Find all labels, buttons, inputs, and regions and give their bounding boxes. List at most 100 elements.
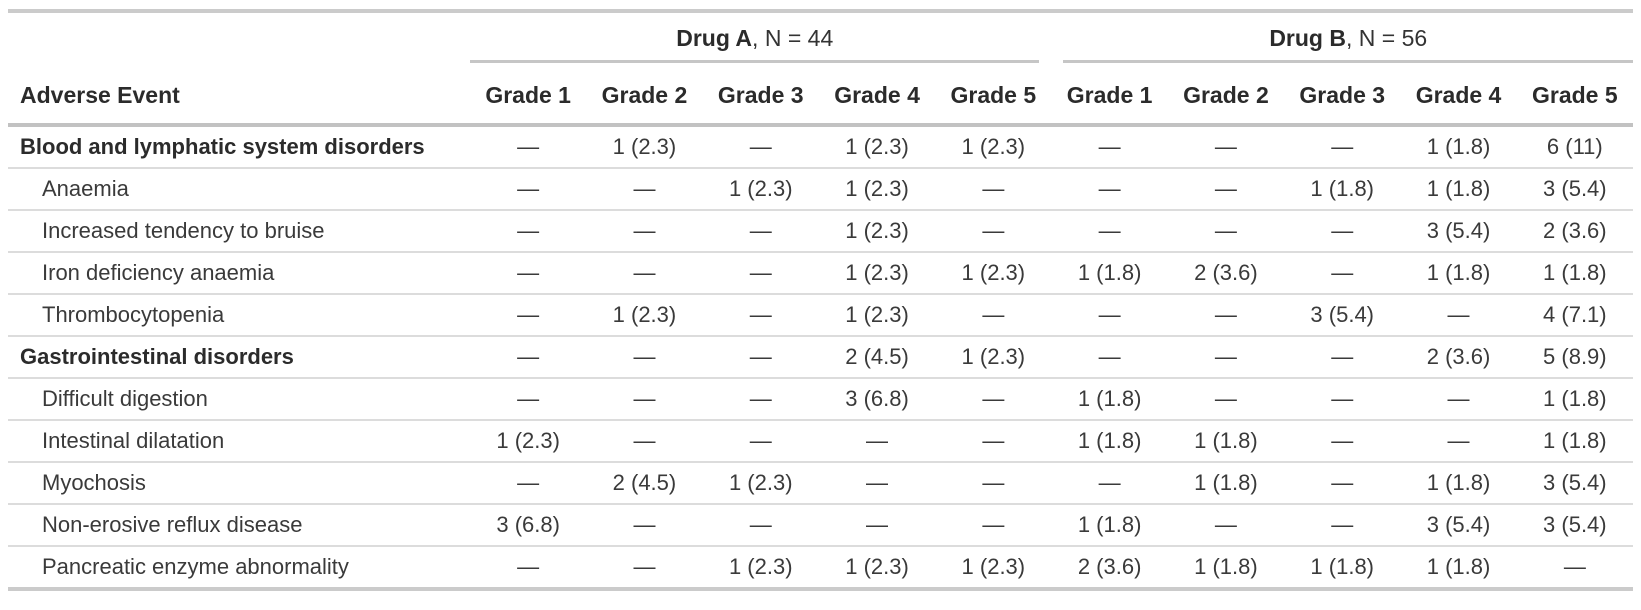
table-body: Blood and lymphatic system disorders — 1…	[8, 125, 1633, 590]
table-row: Intestinal dilatation 1 (2.3) — — — — 1 …	[8, 420, 1633, 463]
drug-b-grade-2-cell: 1 (1.8)	[1167, 462, 1285, 505]
drug-a-name: Drug A	[676, 25, 753, 51]
drug-b-grade-4-cell: 1 (1.8)	[1400, 546, 1517, 590]
drug-b-grade-5-cell: 5 (8.9)	[1516, 336, 1633, 379]
drug-a-grade-4-cell: 1 (2.3)	[818, 125, 936, 169]
drug-b-grade-1-cell: 1 (1.8)	[1051, 420, 1168, 463]
drug-b-grade-4-cell: —	[1400, 420, 1517, 463]
drug-a-spanner: Drug A, N = 44	[470, 11, 1051, 63]
drug-a-grade-2-cell: —	[586, 252, 703, 295]
drug-a-grade-5-cell: 1 (2.3)	[935, 336, 1052, 379]
drug-a-grade-3-cell: —	[702, 252, 819, 295]
drug-b-grade-1-cell: —	[1051, 294, 1168, 337]
adverse-event-column-header: Adverse Event	[8, 63, 470, 127]
drug-a-grade-1-cell: —	[470, 378, 587, 421]
drug-b-grade-1-cell: —	[1051, 168, 1168, 211]
drug-b-grade-1-cell: —	[1051, 210, 1168, 253]
drug-a-grade-4-cell: 1 (2.3)	[818, 252, 936, 295]
drug-a-grade-1-cell: —	[470, 125, 587, 169]
drug-a-grade-3-cell: —	[702, 420, 819, 463]
drug-b-grade-3-cell: —	[1284, 504, 1401, 547]
drug-b-spanner-label: Drug B, N = 56	[1063, 13, 1633, 63]
drug-a-grade-2-cell: —	[586, 378, 703, 421]
drug-b-grade-2-cell: —	[1167, 168, 1285, 211]
drug-a-grade-2-cell: 1 (2.3)	[586, 294, 703, 337]
table-row: Difficult digestion — — — 3 (6.8) — 1 (1…	[8, 378, 1633, 421]
drug-b-grade-4-cell: 1 (1.8)	[1400, 125, 1517, 169]
adverse-event-label: Blood and lymphatic system disorders	[8, 125, 470, 169]
table-row: Pancreatic enzyme abnormality — — 1 (2.3…	[8, 546, 1633, 590]
drug-b-grade-2-cell: 2 (3.6)	[1167, 252, 1285, 295]
drug-a-grade-1-cell: —	[470, 546, 587, 590]
table-row: Myochosis — 2 (4.5) 1 (2.3) — — — 1 (1.8…	[8, 462, 1633, 505]
drug-a-grade-5-cell: —	[935, 420, 1052, 463]
drug-b-grade-4-cell: 1 (1.8)	[1400, 168, 1517, 211]
column-labels-row: Adverse Event Grade 1 Grade 2 Grade 3 Gr…	[8, 63, 1633, 127]
drug-b-grade-5-cell: 2 (3.6)	[1516, 210, 1633, 253]
adverse-event-label: Gastrointestinal disorders	[8, 336, 470, 379]
drug-a-grade-1-cell: —	[470, 294, 587, 337]
drug-b-grade-4-cell: 2 (3.6)	[1400, 336, 1517, 379]
drug-b-grade-4-cell: 3 (5.4)	[1400, 210, 1517, 253]
drug-b-grade-3-header: Grade 3	[1284, 63, 1401, 127]
drug-b-grade-3-cell: —	[1284, 420, 1401, 463]
drug-b-grade-2-cell: —	[1167, 294, 1285, 337]
drug-b-grade-5-cell: 6 (11)	[1516, 125, 1633, 169]
drug-b-grade-2-cell: —	[1167, 336, 1285, 379]
drug-a-grade-4-cell: 1 (2.3)	[818, 546, 936, 590]
table-row: Non-erosive reflux disease 3 (6.8) — — —…	[8, 504, 1633, 547]
drug-a-grade-1-cell: —	[470, 462, 587, 505]
drug-a-grade-5-cell: 1 (2.3)	[935, 125, 1052, 169]
drug-a-n-count: , N = 44	[752, 25, 834, 51]
drug-a-grade-2-header: Grade 2	[586, 63, 703, 127]
drug-a-grade-1-cell: —	[470, 336, 587, 379]
drug-b-grade-1-header: Grade 1	[1051, 63, 1168, 127]
adverse-events-table: Drug A, N = 44 Drug B, N = 56 Adverse Ev…	[8, 9, 1633, 591]
drug-a-grade-5-cell: —	[935, 294, 1052, 337]
drug-a-grade-2-cell: —	[586, 210, 703, 253]
drug-b-grade-2-cell: —	[1167, 125, 1285, 169]
drug-a-grade-1-cell: 1 (2.3)	[470, 420, 587, 463]
drug-a-grade-3-header: Grade 3	[702, 63, 819, 127]
drug-b-grade-4-cell: —	[1400, 378, 1517, 421]
drug-b-grade-3-cell: —	[1284, 378, 1401, 421]
drug-a-grade-2-cell: —	[586, 168, 703, 211]
drug-b-grade-5-cell: 3 (5.4)	[1516, 504, 1633, 547]
drug-a-grade-2-cell: —	[586, 504, 703, 547]
drug-b-grade-1-cell: —	[1051, 462, 1168, 505]
drug-b-grade-4-header: Grade 4	[1400, 63, 1517, 127]
drug-a-grade-5-cell: —	[935, 462, 1052, 505]
adverse-event-label: Increased tendency to bruise	[8, 210, 470, 253]
adverse-event-label: Thrombocytopenia	[8, 294, 470, 337]
drug-a-grade-5-header: Grade 5	[935, 63, 1052, 127]
drug-b-grade-5-cell: 4 (7.1)	[1516, 294, 1633, 337]
drug-a-grade-1-cell: —	[470, 210, 587, 253]
drug-b-grade-5-cell: 1 (1.8)	[1516, 420, 1633, 463]
drug-a-grade-1-cell: —	[470, 168, 587, 211]
adverse-event-label: Difficult digestion	[8, 378, 470, 421]
adverse-event-label: Intestinal dilatation	[8, 420, 470, 463]
drug-b-grade-2-cell: —	[1167, 210, 1285, 253]
drug-a-grade-4-cell: 3 (6.8)	[818, 378, 936, 421]
drug-a-grade-1-cell: 3 (6.8)	[470, 504, 587, 547]
stub-spacer	[8, 11, 470, 63]
drug-b-grade-1-cell: 2 (3.6)	[1051, 546, 1168, 590]
drug-b-grade-4-cell: 1 (1.8)	[1400, 462, 1517, 505]
table-row: Gastrointestinal disorders — — — 2 (4.5)…	[8, 336, 1633, 379]
drug-spanner-row: Drug A, N = 44 Drug B, N = 56	[8, 11, 1633, 63]
drug-a-grade-4-cell: 1 (2.3)	[818, 294, 936, 337]
drug-a-grade-4-cell: 2 (4.5)	[818, 336, 936, 379]
table-header: Drug A, N = 44 Drug B, N = 56 Adverse Ev…	[8, 11, 1633, 127]
drug-b-n-count: , N = 56	[1345, 25, 1428, 51]
drug-a-grade-3-cell: 1 (2.3)	[702, 546, 819, 590]
drug-a-grade-5-cell: 1 (2.3)	[935, 252, 1052, 295]
adverse-event-label: Anaemia	[8, 168, 470, 211]
drug-b-grade-5-header: Grade 5	[1516, 63, 1633, 127]
drug-b-grade-1-cell: 1 (1.8)	[1051, 252, 1168, 295]
drug-b-grade-5-cell: 3 (5.4)	[1516, 168, 1633, 211]
drug-b-grade-5-cell: 1 (1.8)	[1516, 252, 1633, 295]
drug-a-grade-1-cell: —	[470, 252, 587, 295]
drug-a-grade-3-cell: —	[702, 210, 819, 253]
drug-b-grade-3-cell: —	[1284, 462, 1401, 505]
